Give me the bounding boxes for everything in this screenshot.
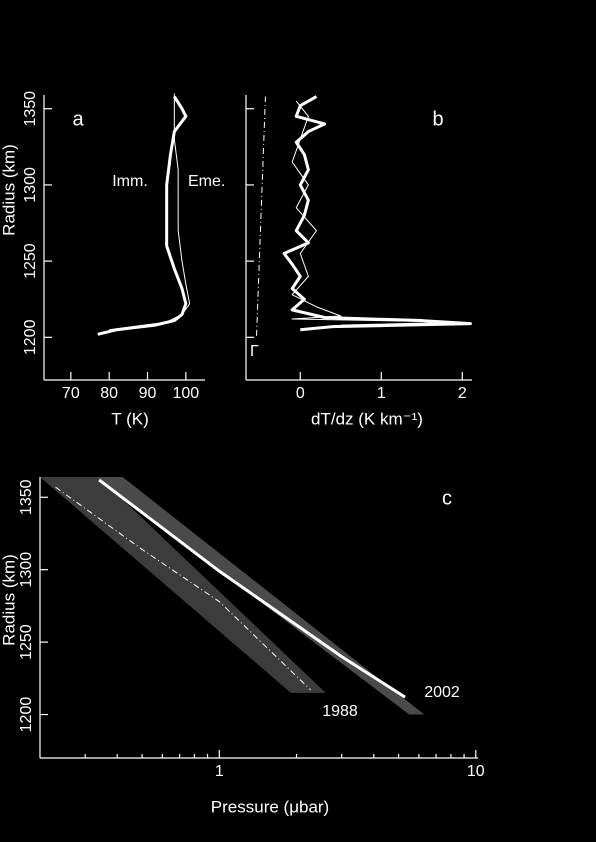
y-tick-label: 1300 (22, 167, 39, 203)
series-label: Eme. (188, 173, 225, 190)
series-label: Γ (250, 343, 259, 360)
x-tick-label: 80 (100, 385, 118, 402)
y-tick-label: 1350 (18, 479, 35, 515)
panel-label: a (72, 108, 84, 130)
x-tick-label: 100 (172, 385, 199, 402)
y-tick-label: 1250 (22, 243, 39, 279)
x-tick-label: 2 (458, 385, 467, 402)
x-tick-label: 1 (215, 763, 224, 780)
x-axis-label: dT/dz (K km⁻¹) (311, 409, 423, 428)
x-tick-label: 1 (377, 385, 386, 402)
x-axis-label: T (K) (111, 409, 148, 428)
series-label: 1988 (322, 703, 358, 720)
data-line (109, 93, 191, 331)
data-line (282, 95, 472, 332)
y-tick-label: 1250 (18, 624, 35, 660)
y-tick-label: 1350 (22, 91, 39, 127)
y-tick-label: 1200 (18, 697, 35, 733)
panel-label: b (432, 108, 443, 130)
data-line (55, 486, 311, 691)
uncertainty-band (40, 477, 326, 693)
series-label: 2002 (424, 684, 460, 701)
y-axis-label: Radius (km) (0, 554, 18, 646)
series-label: Imm. (112, 173, 148, 190)
x-tick-label: 90 (139, 385, 157, 402)
data-line (98, 478, 406, 699)
y-tick-label: 1200 (22, 319, 39, 355)
data-line (256, 96, 266, 336)
panel-label: c (442, 487, 452, 509)
y-tick-label: 1300 (18, 552, 35, 588)
x-tick-label: 70 (62, 385, 80, 402)
x-tick-label: 0 (296, 385, 305, 402)
data-line (97, 95, 188, 336)
x-tick-label: 10 (467, 763, 485, 780)
y-axis-label: Radius (km) (0, 144, 18, 236)
x-axis-label: Pressure (μbar) (211, 797, 329, 816)
data-line (291, 100, 463, 326)
